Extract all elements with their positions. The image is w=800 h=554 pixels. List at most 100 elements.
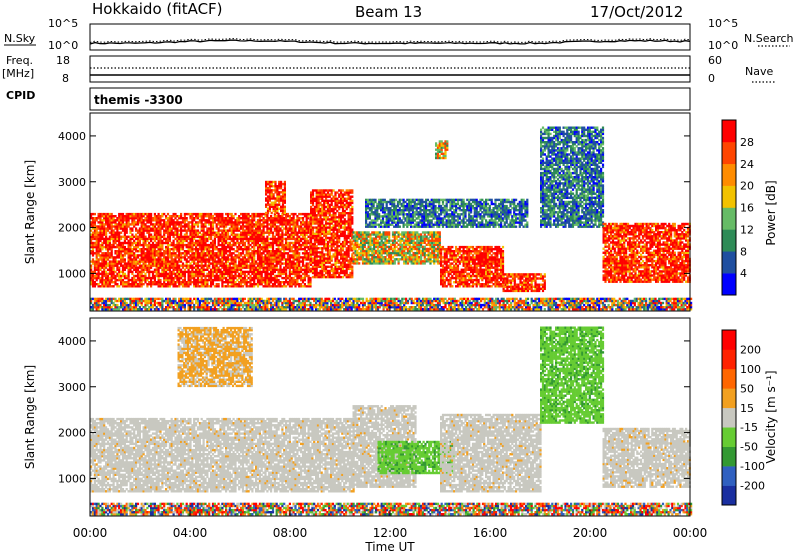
heatmap-cell (173, 221, 175, 223)
heatmap-cell (362, 256, 364, 258)
heatmap-cell (128, 275, 130, 277)
heatmap-cell (272, 232, 274, 234)
heatmap-cell (396, 258, 398, 260)
heatmap-cell (291, 271, 293, 273)
heatmap-cell (270, 227, 272, 229)
heatmap-cell (272, 219, 274, 221)
heatmap-cell (264, 285, 266, 287)
heatmap-cell (279, 275, 281, 277)
heatmap-cell (129, 254, 131, 256)
heatmap-cell (316, 204, 318, 206)
heatmap-cell (223, 236, 225, 238)
heatmap-cell (381, 233, 383, 235)
heatmap-cell (333, 206, 335, 208)
heatmap-cell (139, 242, 141, 244)
heatmap-cell (223, 254, 225, 256)
heatmap-cell (304, 277, 306, 279)
heatmap-cell (173, 236, 175, 238)
heatmap-cell (300, 275, 302, 277)
heatmap-cell (242, 277, 244, 279)
heatmap-cell (240, 275, 242, 277)
heatmap-cell (113, 275, 115, 277)
heatmap-cell (238, 242, 240, 244)
heatmap-cell (348, 247, 350, 249)
heatmap-cell (143, 269, 145, 271)
heatmap-cell (150, 254, 152, 256)
heatmap-cell (137, 283, 139, 285)
heatmap-cell (223, 244, 225, 246)
heatmap-cell (107, 225, 109, 227)
heatmap-cell (182, 279, 184, 281)
heatmap-cell (137, 229, 139, 231)
heatmap-cell (158, 275, 160, 277)
heatmap-cell (405, 258, 407, 260)
heatmap-cell (358, 246, 360, 248)
heatmap-cell (178, 215, 180, 217)
heatmap-cell (113, 242, 115, 244)
heatmap-cell (293, 269, 295, 271)
heatmap-cell (318, 241, 320, 243)
heatmap-cell (99, 221, 101, 223)
heatmap-cell (257, 221, 259, 223)
heatmap-cell (321, 257, 323, 259)
heatmap-cell (152, 225, 154, 227)
heatmap-cell (122, 242, 124, 244)
heatmap-cell (105, 213, 107, 215)
heatmap-cell (340, 262, 342, 264)
heatmap-cell (203, 225, 205, 227)
heatmap-cell (294, 219, 296, 221)
heatmap-cell (186, 244, 188, 246)
heatmap-cell (321, 262, 323, 264)
heatmap-cell (234, 238, 236, 240)
heatmap-cell (152, 260, 154, 262)
heatmap-cell (212, 240, 214, 242)
heatmap-cell (135, 248, 137, 250)
heatmap-cell (293, 265, 295, 267)
heatmap-cell (178, 244, 180, 246)
heatmap-cell (323, 189, 325, 191)
heatmap-cell (263, 260, 265, 262)
heatmap-cell (216, 269, 218, 271)
heatmap-cell (257, 252, 259, 254)
heatmap-cell (306, 262, 308, 264)
heatmap-cell (111, 238, 113, 240)
heatmap-cell (291, 265, 293, 267)
nsearch-label: N.Search (744, 32, 794, 45)
heatmap-cell (325, 253, 327, 255)
heatmap-cell (227, 275, 229, 277)
heatmap-cell (336, 266, 338, 268)
heatmap-cell (203, 238, 205, 240)
heatmap-cell (248, 271, 250, 273)
heatmap-cell (333, 249, 335, 251)
heatmap-cell (212, 258, 214, 260)
heatmap-cell (201, 221, 203, 223)
heatmap-cell (135, 269, 137, 271)
heatmap-cell (353, 244, 355, 246)
heatmap-cell (351, 274, 353, 276)
heatmap-cell (294, 258, 296, 260)
heatmap-cell (111, 281, 113, 283)
heatmap-cell (293, 215, 295, 217)
heatmap-cell (182, 271, 184, 273)
heatmap-cell (253, 281, 255, 283)
heatmap-cell (411, 231, 413, 233)
heatmap-cell (386, 258, 388, 260)
heatmap-cell (348, 253, 350, 255)
heatmap-cell (255, 225, 257, 227)
heatmap-cell (246, 254, 248, 256)
heatmap-cell (201, 238, 203, 240)
heatmap-cell (186, 281, 188, 283)
heatmap-cell (388, 246, 390, 248)
heatmap-cell (340, 270, 342, 272)
heatmap-cell (137, 285, 139, 287)
heatmap-cell (193, 281, 195, 283)
heatmap-cell (276, 232, 278, 234)
heatmap-cell (344, 198, 346, 200)
heatmap-cell (325, 235, 327, 237)
heatmap-cell (388, 240, 390, 242)
heatmap-cell (278, 275, 280, 277)
heatmap-cell (416, 240, 418, 242)
heatmap-cell (306, 219, 308, 221)
heatmap-cell (340, 243, 342, 245)
heatmap-cell (270, 221, 272, 223)
